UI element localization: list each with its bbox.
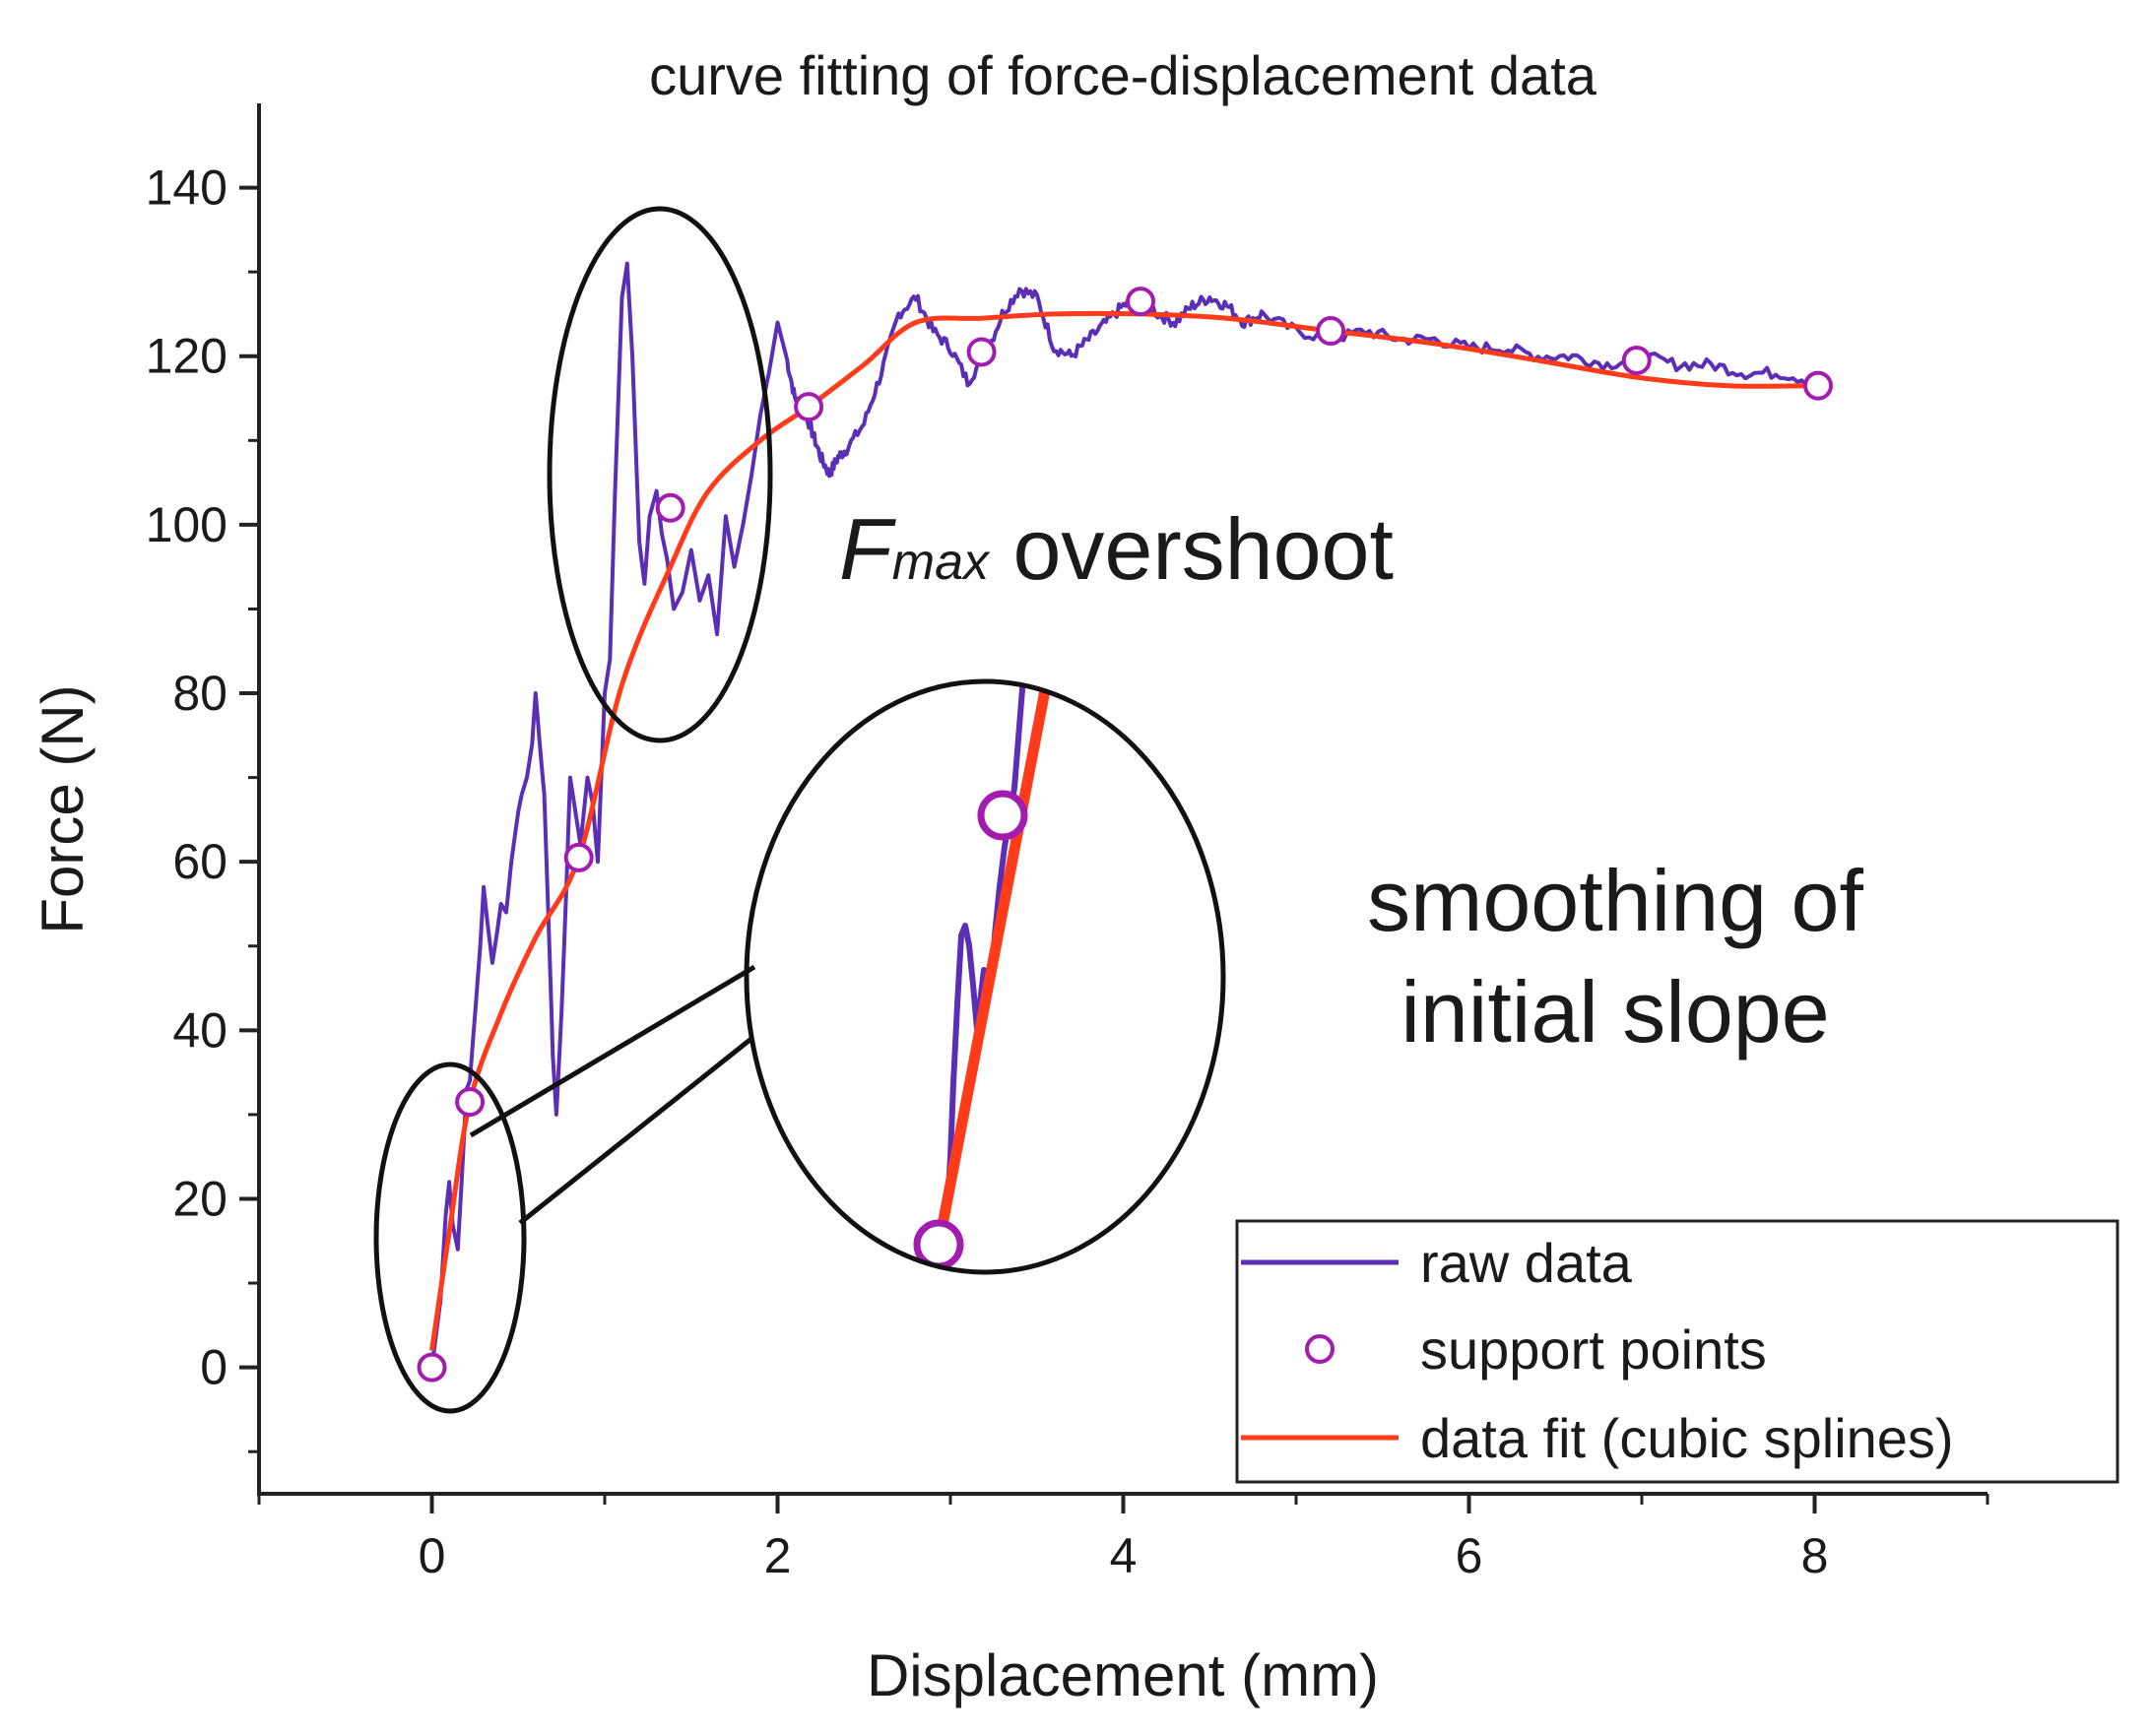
y-tick-label: 100 bbox=[146, 497, 228, 552]
legend-points-swatch bbox=[1305, 1334, 1335, 1364]
legend-points-label: support points bbox=[1420, 1318, 1767, 1381]
x-tick-label: 8 bbox=[1801, 1528, 1829, 1583]
fit-series bbox=[429, 310, 1819, 1351]
support-point bbox=[794, 392, 824, 422]
y-tick-label: 120 bbox=[146, 329, 228, 384]
legend-raw-label: raw data bbox=[1420, 1232, 1633, 1294]
y-ticks: 0 20 40 60 80 100 120 140 bbox=[146, 161, 259, 1453]
legend: raw data support points data fit (cubic … bbox=[1235, 1219, 2119, 1484]
x-tick-label: 4 bbox=[1110, 1528, 1138, 1583]
y-tick-label: 60 bbox=[172, 834, 228, 889]
initial-slope-ellipse bbox=[373, 1061, 527, 1414]
zoom-inset bbox=[913, 681, 1077, 1270]
zoom-fit-line bbox=[933, 681, 1077, 1252]
fit-line bbox=[429, 310, 1819, 1351]
y-tick-label: 40 bbox=[172, 1002, 228, 1058]
smoothing-label-line1: smoothing of bbox=[1367, 852, 1863, 949]
zoom-support-point bbox=[977, 790, 1028, 841]
y-tick-label: 140 bbox=[146, 161, 228, 216]
x-tick-label: 6 bbox=[1456, 1528, 1483, 1583]
legend-fit-label: data fit (cubic splines) bbox=[1420, 1407, 1954, 1469]
raw-data-series bbox=[429, 261, 1815, 1368]
chart-title: curve fitting of force-displacement data bbox=[649, 44, 1597, 106]
zoom-connector-bottom bbox=[518, 1036, 754, 1225]
smoothing-label-line2: initial slope bbox=[1401, 963, 1829, 1061]
raw-data-line bbox=[429, 261, 1815, 1368]
zoom-connector-top bbox=[469, 964, 756, 1138]
support-point bbox=[1803, 370, 1834, 401]
zoom-inset-ellipse bbox=[744, 678, 1226, 1275]
x-tick-label: 2 bbox=[764, 1528, 792, 1583]
x-tick-label: 0 bbox=[419, 1528, 446, 1583]
support-point bbox=[563, 842, 594, 872]
support-point bbox=[655, 492, 685, 523]
support-point bbox=[417, 1352, 447, 1382]
support-point bbox=[455, 1087, 486, 1118]
support-point bbox=[1316, 316, 1346, 347]
y-tick-label: 20 bbox=[172, 1171, 228, 1226]
y-tick-label: 0 bbox=[200, 1340, 228, 1395]
x-ticks: 0 2 4 6 8 bbox=[257, 1494, 1989, 1583]
x-axis-title: Displacement (mm) bbox=[867, 1642, 1379, 1708]
y-tick-label: 80 bbox=[172, 666, 228, 721]
fmax-overshoot-label: Fmax overshoot bbox=[839, 500, 1394, 598]
support-point bbox=[1621, 346, 1652, 376]
y-axis-title: Force (N) bbox=[30, 684, 96, 933]
support-point bbox=[966, 337, 997, 367]
overshoot-ellipse bbox=[547, 206, 773, 743]
support-point bbox=[1126, 287, 1156, 317]
support-points-series bbox=[417, 287, 1834, 1382]
